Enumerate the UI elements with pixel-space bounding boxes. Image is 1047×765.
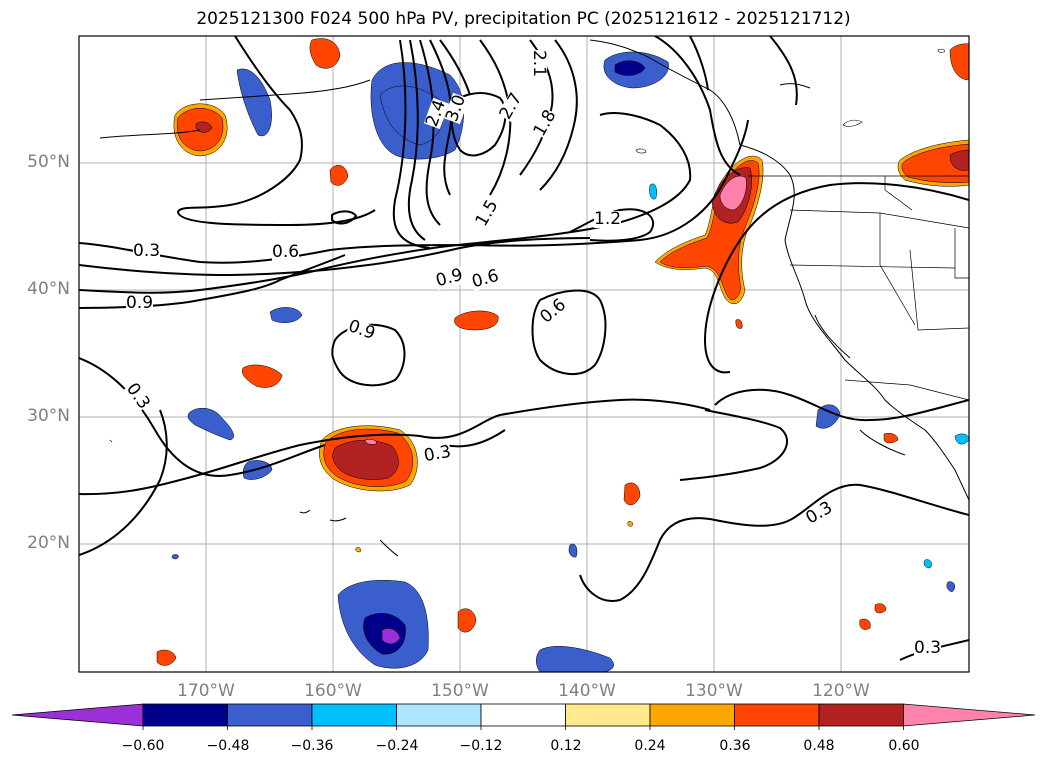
colorbar-label-0: −0.60 xyxy=(121,738,165,754)
colorbar-label-3: −0.24 xyxy=(375,738,419,754)
ocean-background xyxy=(79,36,969,672)
colorbar-segment-9 xyxy=(818,703,904,727)
colorbar-label-6: 0.24 xyxy=(634,738,666,754)
colorbar-label-9: 0.60 xyxy=(888,738,920,754)
coastlines xyxy=(99,39,969,557)
lon-label-140w: 140°W xyxy=(558,681,616,701)
colorbar-segment-4 xyxy=(396,703,482,727)
lon-label-120w: 120°W xyxy=(812,681,870,701)
contour-label-0.6: 0.6 xyxy=(272,242,300,262)
colorbar-extend-left xyxy=(11,703,144,727)
political-borders xyxy=(748,175,969,401)
lat-label-40n: 40°N xyxy=(27,279,70,299)
colorbar xyxy=(11,703,1036,730)
map-title: 2025121300 F024 500 hPa PV, precipitatio… xyxy=(196,9,851,29)
map-area xyxy=(79,36,969,672)
colorbar-label-1: −0.48 xyxy=(206,738,250,754)
lat-label-50n: 50°N xyxy=(27,152,70,172)
lon-label-150w: 150°W xyxy=(431,681,489,701)
lat-label-30n: 30°N xyxy=(27,406,70,426)
contour-label-0.9: 0.9 xyxy=(126,293,154,313)
lon-label-130w: 130°W xyxy=(685,681,743,701)
lon-label-170w: 170°W xyxy=(177,681,235,701)
lon-label-160w: 160°W xyxy=(304,681,362,701)
colorbar-extend-right xyxy=(903,703,1036,727)
colorbar-label-5: 0.12 xyxy=(550,738,582,754)
colorbar-segment-8 xyxy=(734,703,820,727)
colorbar-label-2: −0.36 xyxy=(290,738,334,754)
colorbar-label-8: 0.48 xyxy=(803,738,835,754)
contour-label-2.1: 2.1 xyxy=(529,49,550,78)
colorbar-segment-6 xyxy=(565,703,651,727)
islands xyxy=(109,48,945,443)
contour-label-1.2: 1.2 xyxy=(594,209,622,229)
map-frame xyxy=(78,35,970,673)
colorbar-segment-3 xyxy=(311,703,397,727)
contour-label-0.3: 0.3 xyxy=(133,241,161,261)
colorbar-segment-7 xyxy=(649,703,735,727)
colorbar-segment-2 xyxy=(227,703,313,727)
contour-label-0.3e: 0.3 xyxy=(914,638,942,658)
colorbar-segment-1 xyxy=(142,703,228,727)
positive-precip-areas xyxy=(156,38,969,666)
lat-label-20n: 20°N xyxy=(27,533,70,553)
colorbar-label-7: 0.36 xyxy=(719,738,751,754)
colorbar-label-4: −0.12 xyxy=(459,738,503,754)
contour-label-0.3c: 0.3 xyxy=(422,441,453,467)
colorbar-segment-5 xyxy=(480,703,566,727)
